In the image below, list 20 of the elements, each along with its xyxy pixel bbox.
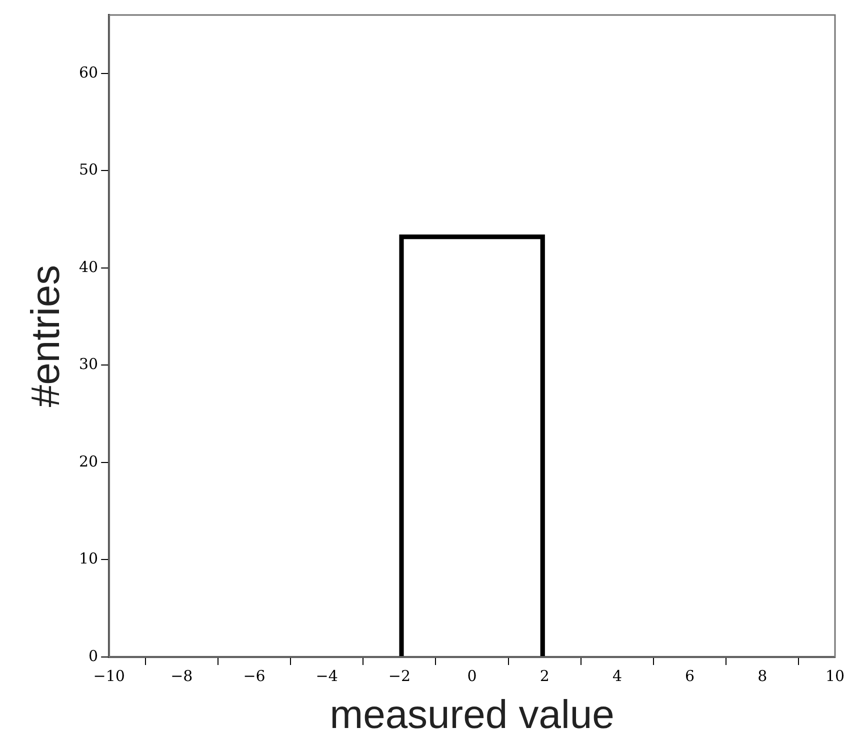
y-tick-label: 30 [78,355,98,374]
x-tick-label: 2 [540,666,550,685]
y-tick-label: 60 [78,63,98,82]
x-tick-label: 8 [758,666,768,685]
x-tick-label: −8 [170,666,193,685]
y-tick-label: 10 [78,550,98,568]
x-tick-label: 6 [685,666,695,685]
x-tick-label: −2 [388,666,411,685]
x-axis-title: measured value [330,693,614,738]
x-tick-label: 10 [825,666,845,685]
y-tick-label: 50 [78,160,98,179]
x-tick-label: 0 [467,666,477,685]
y-tick-label: 40 [78,258,98,276]
y-tick-label: 20 [78,452,98,470]
y-axis-title: #entries [24,264,68,408]
x-tick-label: 4 [612,666,622,685]
x-tick-label: −6 [243,666,266,685]
x-tick-label: −4 [316,666,338,685]
y-tick-label: 0 [88,646,98,665]
x-tick-label: −10 [93,666,125,685]
